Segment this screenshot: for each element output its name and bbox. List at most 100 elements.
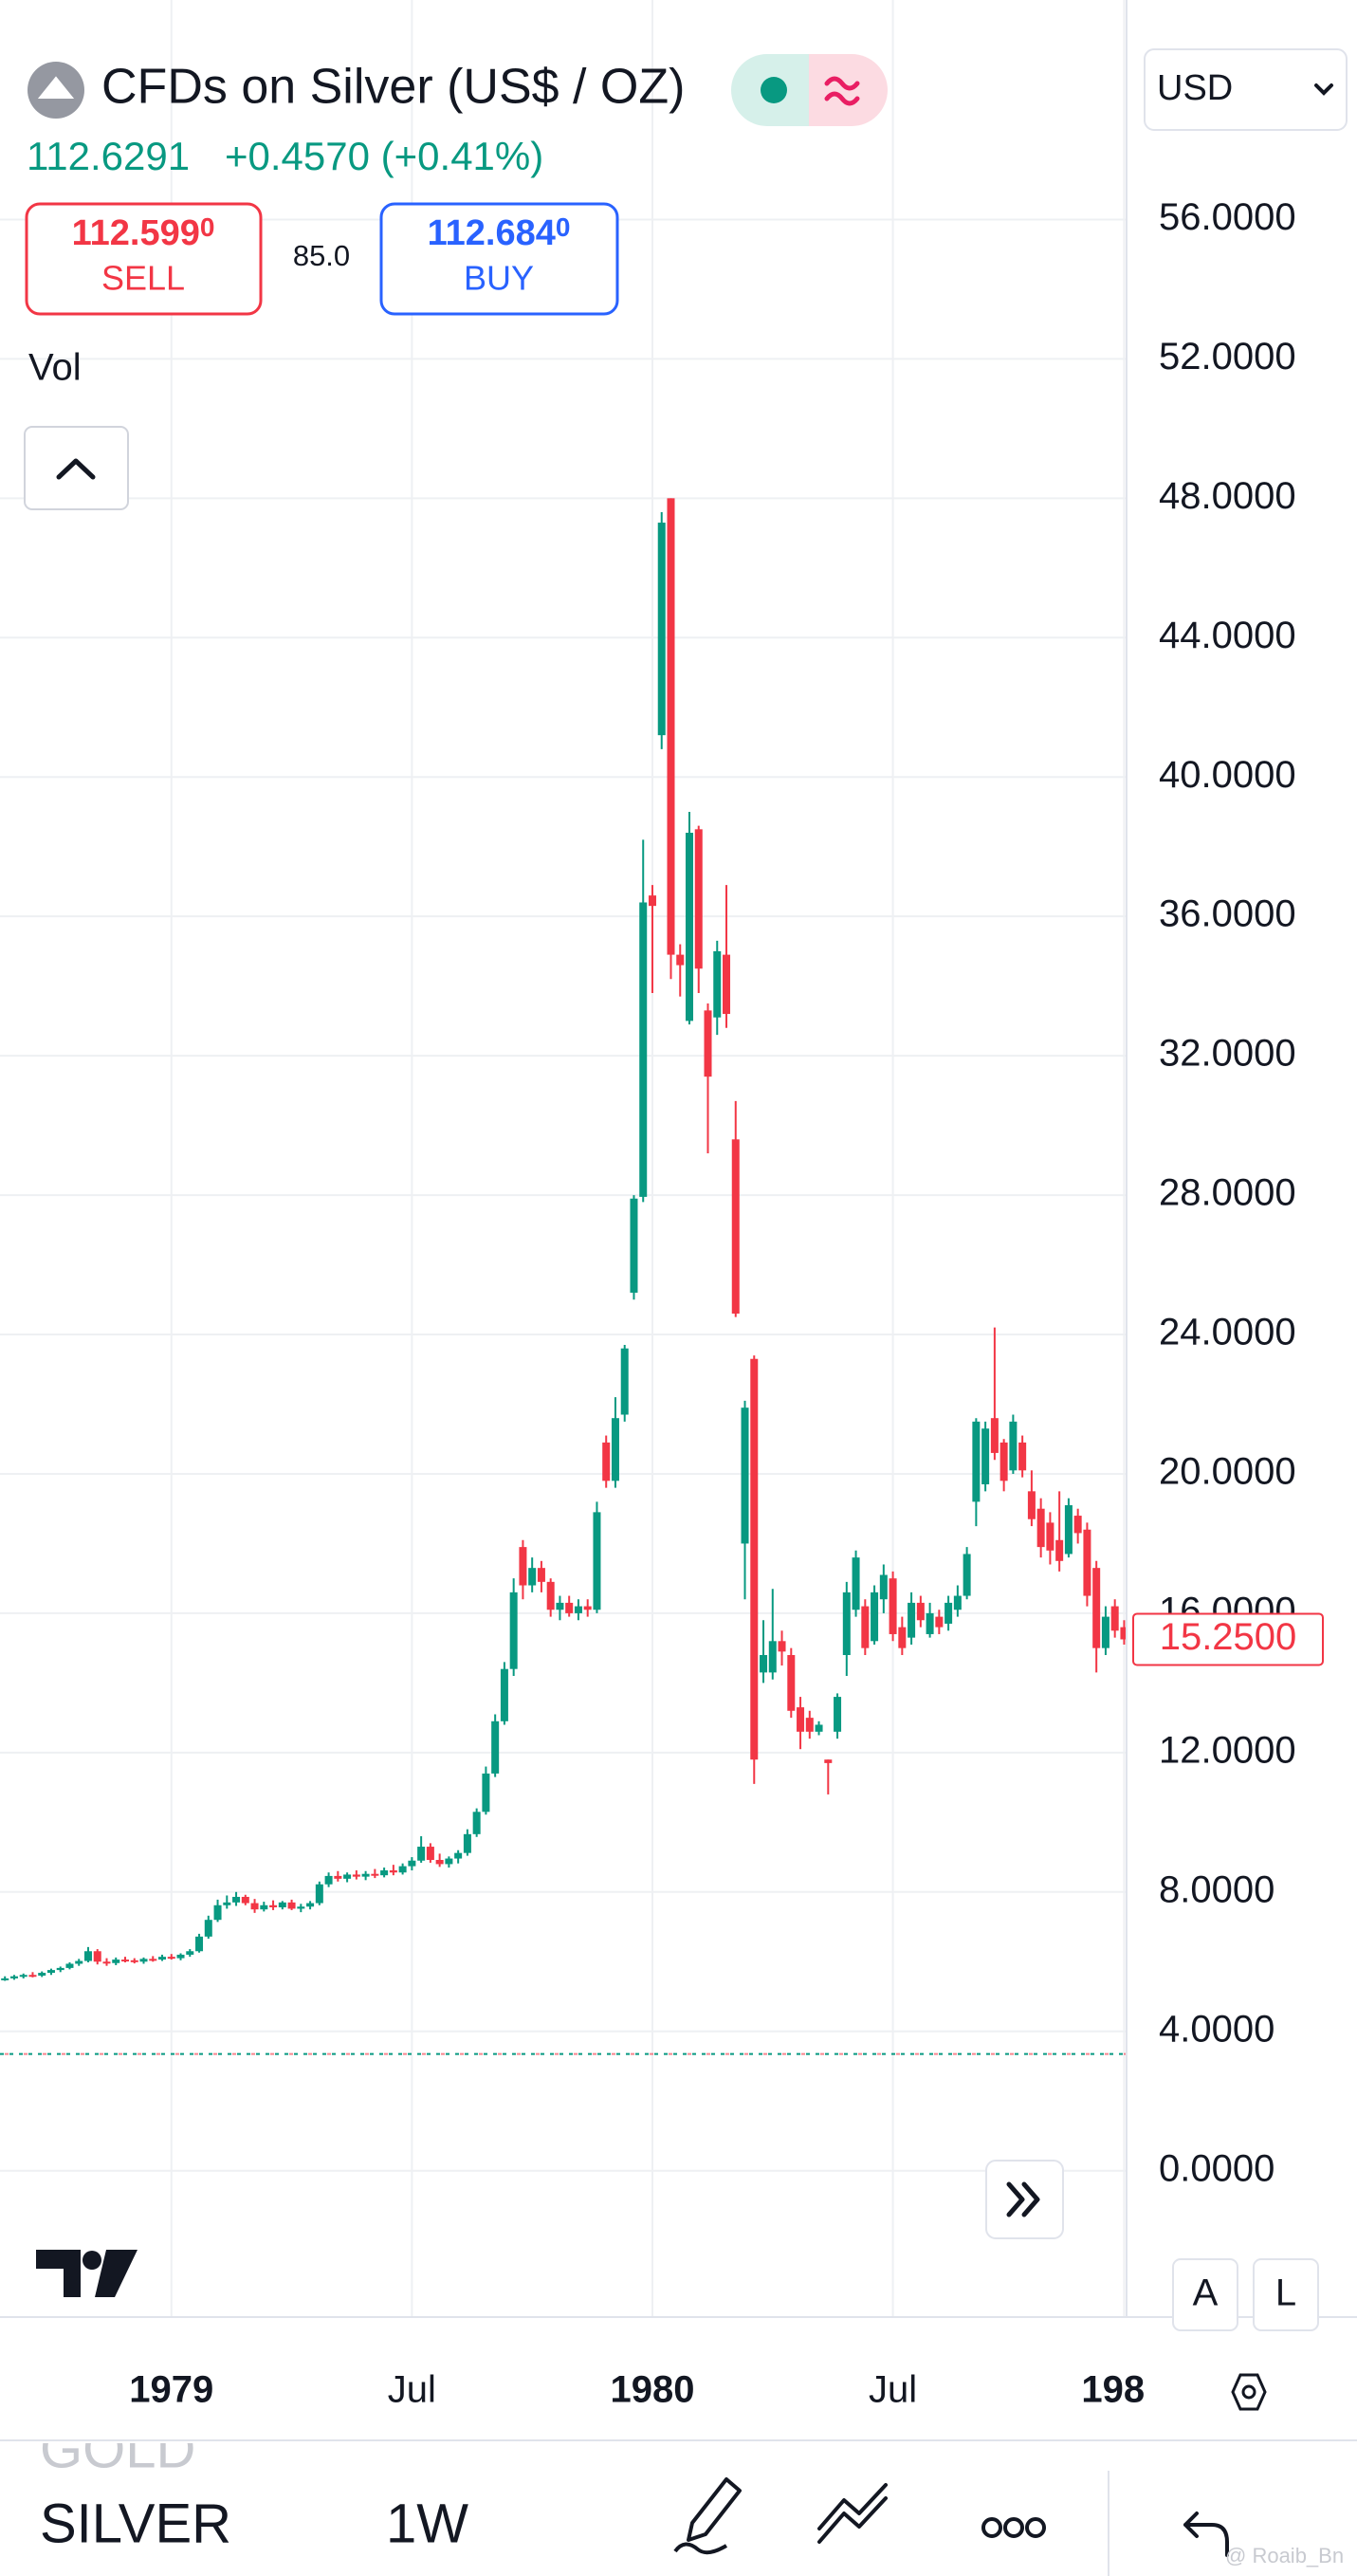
candle-body (926, 1612, 934, 1634)
candle-body (297, 1906, 305, 1909)
candle-body (343, 1874, 352, 1879)
candle-body (1110, 1606, 1119, 1631)
candle-body (611, 1418, 619, 1481)
candle-body (223, 1902, 231, 1905)
candle-body (908, 1602, 916, 1638)
previous-symbol[interactable]: GOLD (40, 2418, 195, 2479)
sell-box (25, 202, 263, 316)
candle-body (408, 1860, 416, 1867)
currency-box (1144, 48, 1348, 131)
scroll-to-realtime[interactable] (985, 2160, 1064, 2239)
x-tick-label: 198 (1081, 2369, 1145, 2411)
candle-body (1073, 1516, 1082, 1534)
plot-area (0, 0, 1127, 2317)
candle-body (981, 1428, 990, 1484)
candle-body (871, 1592, 879, 1642)
candle-body (990, 1418, 999, 1453)
tradingview-logo (36, 2250, 138, 2297)
candle-body (241, 1896, 249, 1904)
candle-body (435, 1860, 444, 1865)
sell-price-small: 0 (200, 212, 215, 242)
candle-body (676, 954, 685, 966)
candle-body (186, 1951, 194, 1955)
y-tick-label: 56.0000 (1159, 196, 1296, 238)
candle-body (1064, 1505, 1073, 1555)
candle-body (519, 1547, 527, 1586)
auto-scale-button[interactable]: A (1193, 2272, 1219, 2314)
candle-body (509, 1592, 518, 1669)
y-tick-label: 8.0000 (1159, 1868, 1274, 1910)
settings-icon[interactable] (1231, 2373, 1267, 2411)
candle-body (315, 1884, 323, 1904)
candle-body (260, 1904, 268, 1910)
auto-scale-box[interactable] (1172, 2258, 1238, 2331)
candle-body (167, 1957, 175, 1960)
realtime-chevrons (1006, 2181, 1040, 2217)
candle-body (463, 1833, 471, 1853)
more-icon[interactable] (981, 2517, 1046, 2538)
candle-body (482, 1773, 490, 1812)
candle-body (324, 1875, 333, 1885)
candle-body (158, 1957, 167, 1960)
candle-body (121, 1960, 130, 1962)
candle-body (1083, 1529, 1091, 1596)
logo-slash (95, 2250, 138, 2297)
candle-body (999, 1442, 1008, 1481)
interval[interactable]: 1W (386, 2493, 468, 2554)
candle-body (426, 1847, 434, 1861)
candle-body (56, 1967, 64, 1971)
candle-body (195, 1936, 204, 1952)
log-scale-button[interactable]: L (1275, 2272, 1296, 2314)
indicator-label: Vol (28, 347, 82, 389)
candle-body (491, 1720, 500, 1774)
last-price-box (1132, 1612, 1324, 1666)
more-dot (1025, 2517, 1046, 2538)
x-tick-label: Jul (388, 2369, 436, 2411)
candle-body (1018, 1442, 1027, 1471)
y-tick-label: 52.0000 (1159, 336, 1296, 377)
candle-body (380, 1870, 389, 1876)
candle-body (130, 1960, 138, 1962)
candle-body (723, 954, 731, 1015)
buy-price-small: 0 (556, 212, 571, 242)
sell-button[interactable]: 112.5990 SELL (25, 202, 263, 316)
candle-body (112, 1960, 120, 1963)
draw-icon[interactable] (673, 2477, 742, 2555)
indicators-icon[interactable] (817, 2483, 888, 2544)
candle-body (454, 1852, 463, 1859)
delay-icon (824, 76, 860, 106)
candle-body (620, 1348, 629, 1415)
candle-body (269, 1904, 278, 1907)
candle-body (250, 1903, 259, 1910)
candle-body (556, 1602, 564, 1610)
symbol[interactable]: SILVER (40, 2493, 231, 2554)
logo-dot (83, 2251, 101, 2270)
candle-body (602, 1442, 611, 1481)
candle-body (472, 1812, 481, 1834)
candle-body (842, 1592, 851, 1655)
candle-body (630, 1198, 638, 1293)
candle-body (445, 1858, 453, 1865)
collapse-button[interactable] (24, 426, 129, 510)
buy-button[interactable]: 112.6840 BUY (379, 202, 619, 316)
candle-body (750, 1358, 759, 1760)
candle-body (565, 1602, 574, 1613)
candle-body (824, 1759, 833, 1763)
candle-body (944, 1602, 953, 1624)
candle-body (19, 1975, 28, 1978)
candle-body (278, 1902, 286, 1907)
status-pill[interactable] (731, 54, 888, 126)
candle-body (398, 1866, 407, 1873)
candle-body (306, 1903, 315, 1907)
time-axis: 1979 Jul 1980 Jul 198 (129, 2369, 1145, 2411)
candle-body (1009, 1421, 1018, 1471)
candle-body (204, 1920, 212, 1937)
log-scale-box[interactable] (1253, 2258, 1319, 2331)
candle-body (75, 1960, 83, 1964)
candle-body (38, 1973, 46, 1976)
y-tick-label: 4.0000 (1159, 2008, 1274, 2050)
candle-body (972, 1421, 981, 1502)
currency-dropdown[interactable]: USD (1144, 48, 1348, 131)
undo-icon[interactable] (1183, 2512, 1229, 2557)
